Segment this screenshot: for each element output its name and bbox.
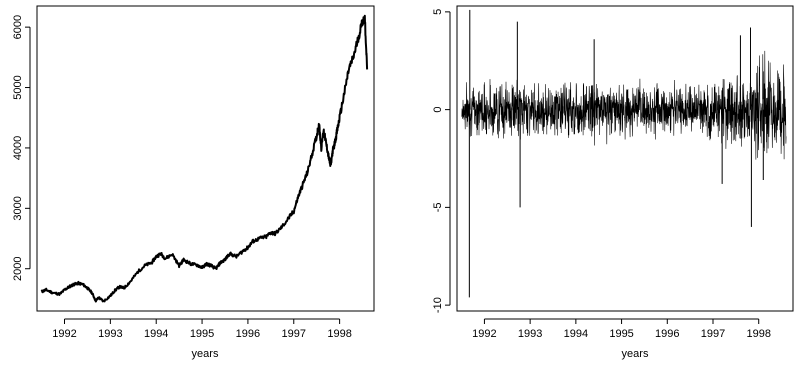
returns-x-tick-label: 1994 xyxy=(564,328,588,340)
returns-x-tick-label: 1996 xyxy=(655,328,679,340)
returns-y-tick-label: 0 xyxy=(432,107,444,113)
price-x-axis-label: years xyxy=(192,348,219,360)
returns-x-tick-label: 1993 xyxy=(518,328,542,340)
price-x-tick-label: 1995 xyxy=(190,328,214,340)
price-series xyxy=(40,14,369,303)
price-y-axis: 2000 3000 4000 5000 6000 xyxy=(12,15,31,281)
returns-series xyxy=(461,9,787,298)
returns-y-tick-label: -5 xyxy=(432,202,444,212)
price-chart-panel: 1992 1993 1994 1995 1996 1997 1998 2000 3000 400… xyxy=(12,5,375,360)
price-y-tick-label: 5000 xyxy=(12,75,24,99)
price-x-tick-label: 1996 xyxy=(236,328,260,340)
price-plot-box xyxy=(36,5,375,312)
price-x-tick-label: 1998 xyxy=(327,328,351,340)
returns-x-tick-label: 1998 xyxy=(746,328,770,340)
price-series-line xyxy=(40,14,369,303)
price-y-tick-label: 4000 xyxy=(12,136,24,160)
returns-y-axis: -10 -5 0 5 xyxy=(432,9,451,313)
returns-x-axis: 1992 1993 1994 1995 1996 1997 1998 xyxy=(472,318,771,340)
returns-x-axis-label: years xyxy=(622,348,649,360)
price-y-tick-label: 6000 xyxy=(12,15,24,39)
returns-x-tick-label: 1992 xyxy=(472,328,496,340)
price-x-axis: 1992 1993 1994 1995 1996 1997 1998 xyxy=(52,318,352,340)
returns-x-tick-label: 1995 xyxy=(609,328,633,340)
price-x-tick-label: 1993 xyxy=(98,328,122,340)
returns-x-tick-label: 1997 xyxy=(701,328,725,340)
price-x-tick-label: 1997 xyxy=(282,328,306,340)
price-x-tick-label: 1992 xyxy=(52,328,76,340)
price-x-tick-label: 1994 xyxy=(144,328,168,340)
returns-plot-box xyxy=(456,5,794,312)
returns-chart-panel: 1992 1993 1994 1995 1996 1997 1998 -10 -5 0 5 yea… xyxy=(432,5,794,360)
price-y-tick-label: 2000 xyxy=(12,256,24,280)
returns-y-tick-label: 5 xyxy=(432,9,444,15)
returns-y-tick-label: -10 xyxy=(432,297,444,313)
price-y-tick-label: 3000 xyxy=(12,196,24,220)
returns-series-line xyxy=(461,50,787,160)
